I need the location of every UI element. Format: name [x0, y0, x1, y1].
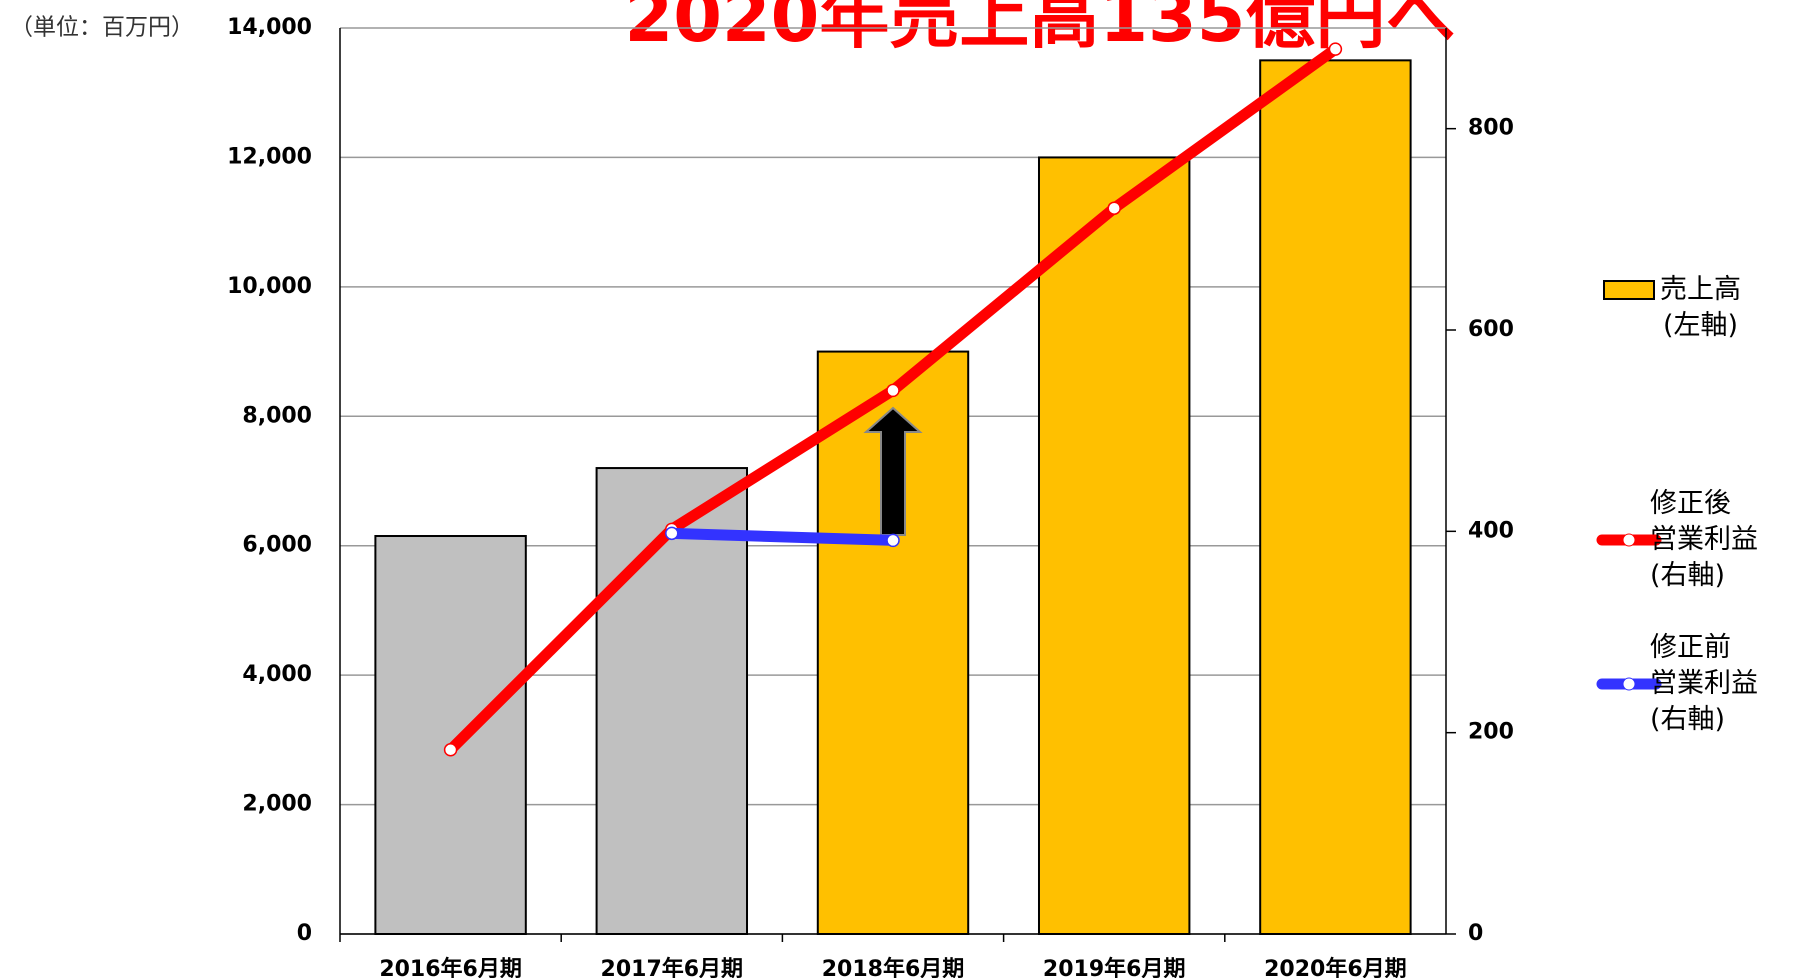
legend-label: 売上高 (左軸)	[1660, 274, 1741, 341]
bar	[374, 535, 527, 935]
y-tick-label: 8,000	[242, 403, 312, 428]
x-tick-label: 2018年6月期	[822, 956, 965, 978]
line-point	[665, 526, 679, 541]
y-tick-label: 4,000	[242, 662, 312, 687]
line-point	[886, 533, 900, 548]
legend-label: 修正前 営業利益 (右軸)	[1650, 632, 1758, 735]
unit-label: （単位：百万円）	[10, 15, 194, 41]
bar	[1037, 156, 1191, 935]
x-tick-label: 2017年6月期	[601, 956, 744, 978]
line-point	[1107, 201, 1121, 215]
legend-marker	[1622, 677, 1636, 691]
y-tick-label: 0	[297, 921, 312, 946]
legend-label: 修正後 営業利益 (右軸)	[1650, 488, 1758, 591]
x-tick-label: 2020年6月期	[1264, 956, 1407, 978]
legend-swatch	[1603, 280, 1655, 300]
y2-tick-label: 400	[1468, 518, 1514, 543]
line-point	[886, 383, 900, 398]
y-tick-label: 2,000	[242, 792, 312, 817]
arrow	[863, 406, 923, 536]
y2-tick-label: 0	[1468, 921, 1483, 946]
y-tick-label: 14,000	[227, 15, 312, 40]
chart-title: 2020年売上高135億円へ	[625, 0, 1456, 58]
y-tick-label: 10,000	[227, 274, 312, 299]
x-tick-label: 2019年6月期	[1043, 956, 1186, 978]
y2-tick-label: 600	[1468, 317, 1514, 342]
y-tick-label: 6,000	[242, 533, 312, 558]
line-point	[443, 743, 458, 757]
y2-tick-label: 800	[1468, 116, 1514, 141]
legend-marker	[1622, 533, 1636, 547]
bar	[595, 467, 749, 935]
x-tick-label: 2016年6月期	[379, 956, 522, 978]
line-series	[666, 527, 899, 546]
y-tick-label: 12,000	[227, 144, 312, 169]
bar	[1259, 59, 1412, 936]
line-point	[1328, 42, 1343, 56]
y2-tick-label: 200	[1468, 720, 1514, 745]
